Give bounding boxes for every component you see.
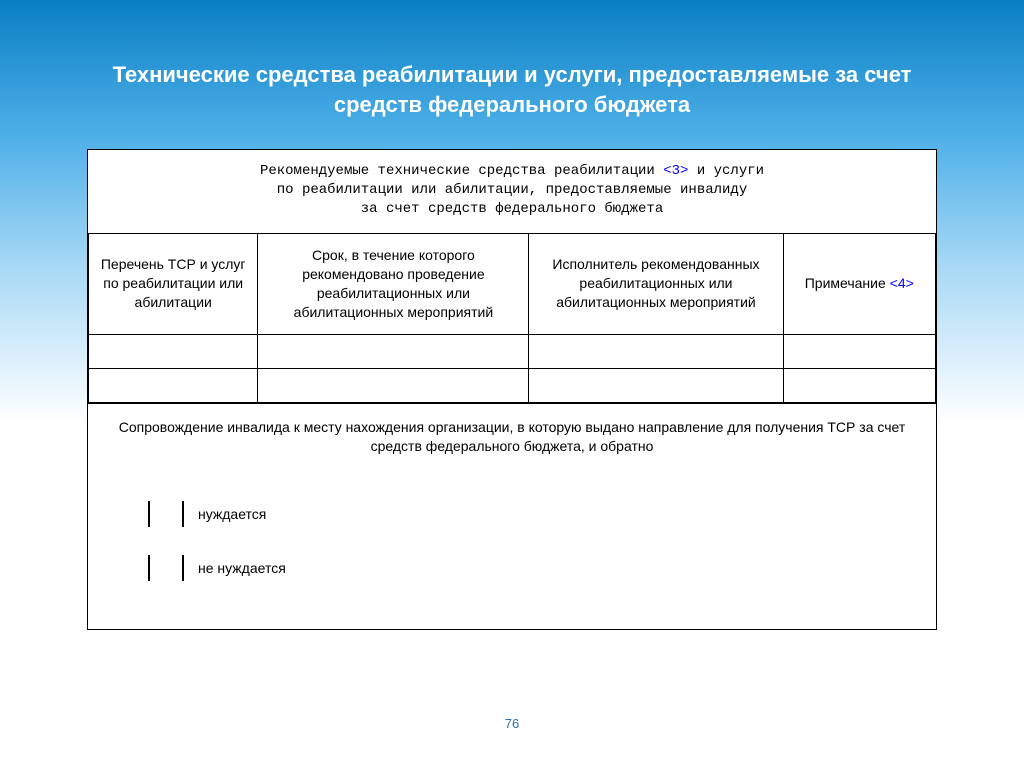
checkbox-group: нуждается не нуждается [88, 475, 936, 629]
table-header-row: Перечень ТСР и услуг по реабилитации или… [89, 234, 936, 335]
table-cell [89, 334, 258, 368]
col-header-2: Срок, в течение которого рекомендовано п… [258, 234, 529, 335]
footer-text: Сопровождение инвалида к месту нахождени… [88, 403, 936, 476]
table-cell [529, 368, 783, 402]
header-ref-3: <3> [663, 163, 688, 179]
table-cell [89, 368, 258, 402]
checkbox-label: не нуждается [198, 560, 286, 576]
checkbox-mark-icon[interactable] [182, 501, 184, 527]
table-row [89, 368, 936, 402]
checkbox-mark-icon[interactable] [148, 555, 150, 581]
table-cell [529, 334, 783, 368]
form-table: Перечень ТСР и услуг по реабилитации или… [88, 233, 936, 403]
checkbox-mark-icon[interactable] [148, 501, 150, 527]
checkbox-row-not-needs: не нуждается [148, 555, 906, 581]
col-header-1: Перечень ТСР и услуг по реабилитации или… [89, 234, 258, 335]
table-cell [258, 368, 529, 402]
col-header-4-text: Примечание [805, 275, 890, 291]
checkbox-mark-icon[interactable] [182, 555, 184, 581]
header-text-2: по реабилитации или абилитации, предоста… [277, 182, 747, 198]
header-text-3: за счет средств федерального бюджета [361, 201, 663, 217]
table-row [89, 334, 936, 368]
col-header-4-ref: <4> [890, 275, 914, 291]
col-header-3: Исполнитель рекомендованных реабилитацио… [529, 234, 783, 335]
table-cell [783, 368, 935, 402]
col-header-4: Примечание <4> [783, 234, 935, 335]
checkbox-label: нуждается [198, 506, 266, 522]
form-container: Рекомендуемые технические средства реаби… [87, 149, 937, 630]
page-number: 76 [0, 716, 1024, 731]
table-cell [783, 334, 935, 368]
form-header: Рекомендуемые технические средства реаби… [88, 150, 936, 233]
slide-title: Технические средства реабилитации и услу… [0, 0, 1024, 149]
table-cell [258, 334, 529, 368]
checkbox-row-needs: нуждается [148, 501, 906, 527]
header-text-1b: и услуги [688, 163, 764, 179]
header-text-1: Рекомендуемые технические средства реаби… [260, 163, 663, 179]
